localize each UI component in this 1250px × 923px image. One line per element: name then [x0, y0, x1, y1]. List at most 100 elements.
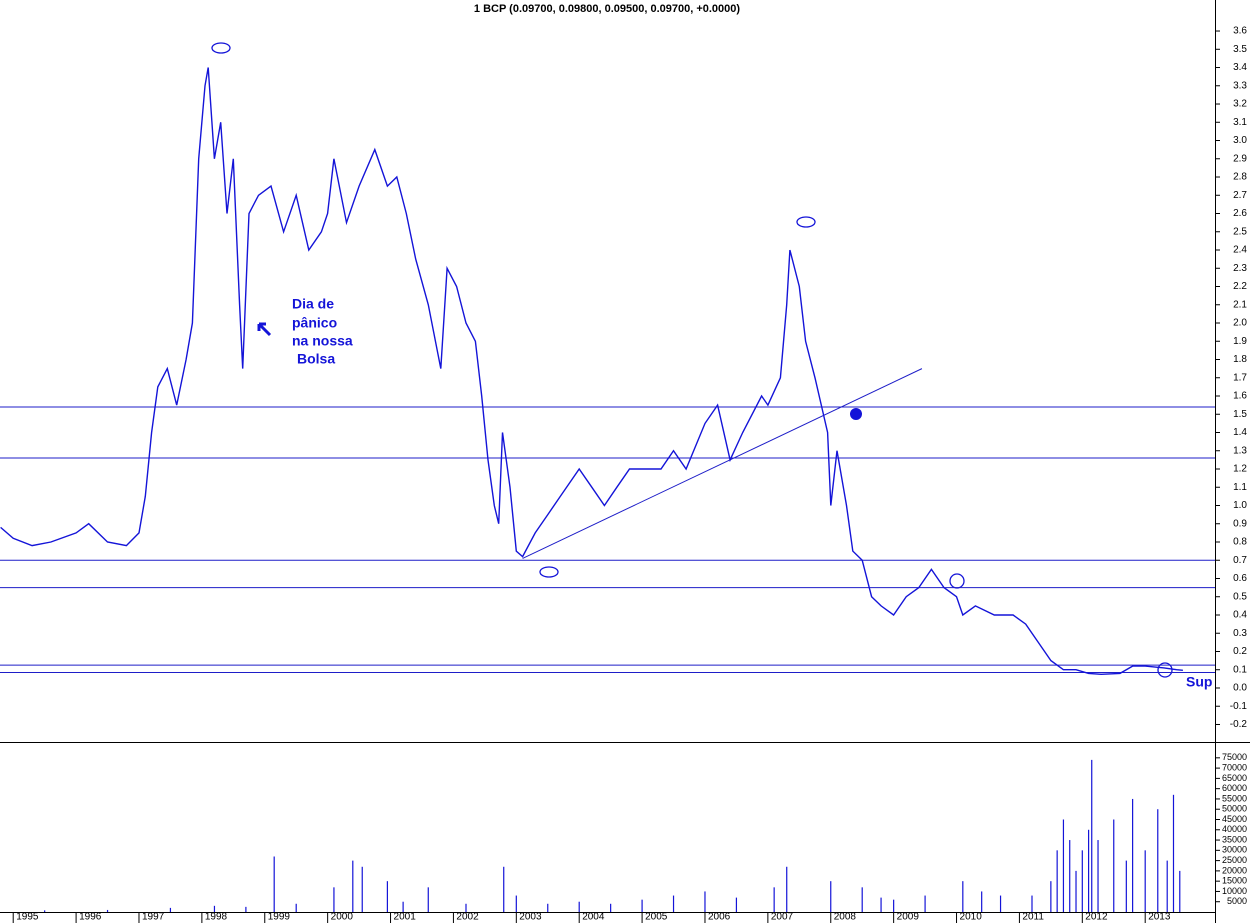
- annotation: na nossa: [292, 333, 353, 349]
- annotation: pânico: [292, 315, 337, 331]
- y-tick-label: 3.3: [1233, 80, 1247, 91]
- volume-bar: [106, 909, 109, 912]
- volume-bar: [610, 903, 612, 912]
- volume-bar: [402, 901, 404, 912]
- volume-bar: [1157, 809, 1159, 912]
- volume-bar: [1031, 895, 1033, 912]
- y-tick-label: 1.8: [1233, 354, 1247, 365]
- y-tick-label: 30000: [1222, 845, 1247, 855]
- volume-bar: [361, 866, 363, 912]
- volume-bar: [893, 899, 895, 912]
- x-tick-label: 2010: [960, 912, 983, 923]
- volume-bar: [465, 903, 467, 912]
- volume-bar: [641, 899, 643, 912]
- y-tick-label: 1.7: [1233, 372, 1247, 383]
- x-tick-label: 2013: [1148, 912, 1171, 923]
- y-tick-label: 2.0: [1233, 318, 1247, 329]
- volume-bar: [1081, 850, 1083, 912]
- volume-bar: [578, 901, 580, 912]
- volume-bar: [1125, 860, 1127, 912]
- y-tick-label: 55000: [1222, 793, 1247, 803]
- volume-bar: [704, 891, 706, 912]
- volume-bar: [773, 887, 775, 912]
- volume-bar: [880, 897, 882, 912]
- y-tick-label: 2.1: [1233, 299, 1247, 310]
- volume-bar: [786, 866, 788, 912]
- y-tick-label: 3.4: [1233, 62, 1247, 73]
- y-tick-label: -0.1: [1230, 701, 1248, 712]
- volume-bar: [1062, 819, 1065, 912]
- x-tick-label: 1997: [142, 912, 165, 923]
- volume-bar: [333, 887, 335, 912]
- y-tick-label: 2.4: [1233, 245, 1247, 256]
- volume-bar: [169, 907, 172, 912]
- volume-bar: [273, 856, 275, 912]
- x-tick-label: 2002: [456, 912, 479, 923]
- x-tick-label: 2012: [1085, 912, 1108, 923]
- trend-line: [522, 368, 923, 559]
- volume-bar: [830, 881, 832, 912]
- y-tick-label: 40000: [1222, 824, 1247, 834]
- y-tick-label: 1.4: [1233, 427, 1247, 438]
- y-tick-label: 2.8: [1233, 172, 1247, 183]
- y-tick-label: 2.5: [1233, 226, 1247, 237]
- volume-bar: [503, 866, 505, 912]
- y-tick-label: 50000: [1222, 804, 1247, 814]
- y-tick-label: 1.9: [1233, 336, 1247, 347]
- x-tick-label: 2011: [1022, 912, 1044, 923]
- volume-bar: [1113, 819, 1115, 912]
- y-tick-label: 1.6: [1233, 391, 1247, 402]
- volume-bar: [924, 895, 926, 912]
- y-tick-label: 1.5: [1233, 409, 1247, 420]
- x-tick-label: 2004: [582, 912, 605, 923]
- arrow: [257, 322, 272, 337]
- volume-bar: [245, 906, 247, 912]
- x-tick-label: 2005: [645, 912, 668, 923]
- y-tick-label: 3.1: [1233, 117, 1247, 128]
- volume-bar: [735, 897, 738, 912]
- annotation: Dia de: [292, 296, 334, 312]
- bomb-icon: [850, 408, 862, 420]
- x-tick-label: 1999: [268, 912, 291, 923]
- volume-bar: [1069, 840, 1071, 912]
- volume-bar: [962, 881, 964, 912]
- x-tick-label: 2008: [834, 912, 857, 923]
- annotation: Bolsa: [297, 351, 335, 367]
- bear-icon: [796, 216, 816, 228]
- y-tick-label: 2.6: [1233, 208, 1247, 219]
- x-tick-label: 1995: [16, 912, 39, 923]
- x-tick-label: 2001: [394, 912, 417, 923]
- y-tick-label: 1.2: [1233, 464, 1247, 475]
- y-tick-label: 0.5: [1233, 591, 1247, 602]
- bear-icon: [211, 42, 231, 54]
- chart-title: 1 BCP (0.09700, 0.09800, 0.09500, 0.0970…: [474, 3, 740, 15]
- volume-bar: [1132, 798, 1134, 912]
- volume-bar: [999, 895, 1002, 912]
- x-tick-label: 2006: [708, 912, 731, 923]
- y-tick-label: 45000: [1222, 814, 1247, 824]
- y-tick-label: 3.0: [1233, 135, 1247, 146]
- y-tick-label: 0.3: [1233, 628, 1247, 639]
- y-tick-label: 2.2: [1233, 281, 1247, 292]
- annotation: Sup: [1186, 674, 1212, 690]
- volume-bar: [861, 887, 863, 912]
- y-tick-label: 0.0: [1233, 683, 1247, 694]
- volume-bar: [981, 891, 983, 912]
- volume-bar: [1172, 794, 1175, 912]
- y-tick-label: 60000: [1222, 783, 1247, 793]
- volume-bar: [1179, 870, 1181, 912]
- y-tick-label: 3.6: [1233, 26, 1247, 37]
- y-tick-label: 10000: [1222, 886, 1247, 896]
- y-tick-label: 2.9: [1233, 153, 1247, 164]
- x-tick-label: 1998: [205, 912, 228, 923]
- y-tick-label: 0.8: [1233, 537, 1247, 548]
- y-tick-label: 20000: [1222, 865, 1247, 875]
- y-tick-label: 0.1: [1233, 664, 1247, 675]
- volume-bar: [352, 860, 354, 912]
- y-tick-label: 0.4: [1233, 610, 1247, 621]
- x-tick-label: 1996: [79, 912, 102, 923]
- x-tick-label: 2000: [331, 912, 354, 923]
- y-tick-label: 75000: [1222, 752, 1247, 762]
- volume-bar: [515, 895, 517, 912]
